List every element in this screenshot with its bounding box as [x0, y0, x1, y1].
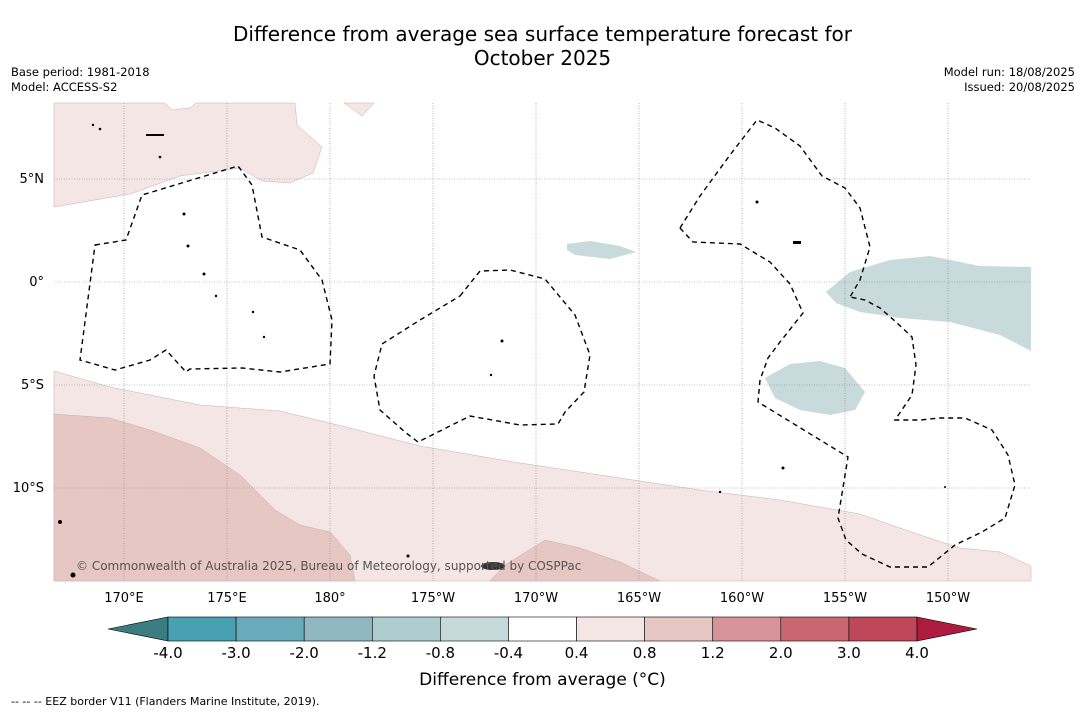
lat-label: 10°S: [13, 481, 44, 496]
colorbar-tick-label: 4.0: [905, 644, 929, 662]
island: [202, 272, 206, 276]
colorbar-tick-label: 1.2: [701, 644, 725, 662]
island: [91, 123, 95, 127]
island: [182, 212, 186, 216]
colorbar-swatch: [644, 616, 714, 642]
island: [58, 520, 62, 524]
colorbar-title: Difference from average (°C): [419, 670, 666, 690]
footer-note: -- -- -- EEZ border V11 (Flanders Marine…: [11, 695, 320, 708]
colorbar-swatch: [508, 616, 577, 642]
colorbar-swatch: [167, 616, 237, 642]
colorbar-swatch: [235, 616, 305, 642]
island: [755, 200, 759, 204]
warm-anomaly-south-mid-2: [489, 539, 661, 582]
island: [186, 244, 190, 248]
island: [98, 127, 102, 131]
warm-anomaly-north: [53, 102, 323, 208]
eez-borders: [79, 119, 1016, 568]
island: [489, 373, 493, 377]
lon-label: 165°W: [617, 591, 661, 606]
lon-label: 150°W: [926, 591, 970, 606]
title-line-2: October 2025: [473, 46, 612, 70]
colorbar-swatch: [780, 616, 850, 642]
colorbar-tick-label: -3.0: [221, 644, 250, 662]
chart-title: Difference from average sea surface temp…: [0, 22, 1085, 70]
meta-right: Model run: 18/08/2025 Issued: 20/08/2025: [944, 65, 1075, 95]
model-name: Model: ACCESS-S2: [11, 80, 118, 94]
colorbar: -4.0 -3.0 -2.0 -1.2 -0.8 -0.4 0.4 0.8 1.2 2.0 3.0 4…: [107, 616, 978, 662]
island: [944, 486, 946, 488]
colorbar-swatch: [371, 616, 441, 642]
meta-left: Base period: 1981-2018 Model: ACCESS-S2: [11, 65, 150, 95]
gridlines: [54, 103, 1031, 581]
lon-label: 155°W: [823, 591, 867, 606]
colorbar-tick-label: -0.8: [426, 644, 455, 662]
island: [793, 241, 801, 244]
eez-border-tuvalu-kiribati-west: [79, 165, 333, 373]
island: [500, 339, 504, 343]
colorbar-tick-label: 2.0: [769, 644, 793, 662]
colorbar-swatch: [440, 616, 509, 642]
warm-anomaly-small-north: [343, 102, 375, 117]
island: [262, 335, 266, 339]
island: [718, 490, 722, 494]
colorbar-swatch: [712, 616, 782, 642]
cool-anomaly-east: [826, 256, 1031, 351]
lon-label: 170°W: [514, 591, 558, 606]
colorbar-tick-label: 3.0: [837, 644, 861, 662]
lat-label: 5°N: [20, 172, 45, 187]
island: [481, 562, 505, 570]
lon-label: 175°W: [411, 591, 455, 606]
colorbar-tick-label: -2.0: [290, 644, 319, 662]
warm-anomaly-south-mid: [53, 413, 356, 582]
colorbar-tick-label: -0.4: [494, 644, 523, 662]
cool-anomaly-small: [567, 241, 636, 259]
island: [158, 155, 162, 159]
colorbar-tick-label: -1.2: [358, 644, 387, 662]
base-period: Base period: 1981-2018: [11, 65, 150, 79]
map-area: 5°N 0° 5°S 10°S 170°E 175°E 180° 175°W 170°W 165…: [13, 102, 1032, 606]
lon-label: 170°E: [104, 591, 144, 606]
colorbar-swatch: [303, 616, 373, 642]
colorbar-swatch: [576, 616, 645, 642]
island: [70, 572, 76, 578]
longitude-labels: 170°E 175°E 180° 175°W 170°W 165°W 160°W 155°W 1…: [104, 591, 970, 606]
island: [251, 310, 255, 314]
colorbar-tick-label: 0.8: [633, 644, 657, 662]
lon-label: 175°E: [207, 591, 247, 606]
latitude-labels: 5°N 0° 5°S 10°S: [13, 172, 44, 496]
colorbar-extend-low: [107, 616, 169, 642]
eez-border-phoenix: [373, 269, 591, 443]
lon-label: 160°W: [720, 591, 764, 606]
copyright-notice: © Commonwealth of Australia 2025, Bureau…: [76, 559, 581, 573]
lat-label: 0°: [29, 275, 44, 290]
colorbar-extend-high: [916, 616, 978, 642]
model-run: Model run: 18/08/2025: [943, 65, 1075, 79]
island: [146, 134, 164, 136]
islands: [58, 123, 946, 578]
island: [406, 554, 410, 558]
issued-date: Issued: 20/08/2025: [964, 80, 1075, 94]
lon-label: 180°: [314, 591, 345, 606]
colorbar-swatch: [848, 616, 918, 642]
colorbar-tick-label: 0.4: [565, 644, 589, 662]
colorbar-tick-label: -4.0: [153, 644, 182, 662]
eez-border-line-islands-north: [679, 119, 871, 298]
eez-border-line-islands-west: [679, 227, 1016, 568]
cool-anomaly-central: [765, 361, 865, 415]
lat-label: 5°S: [21, 378, 44, 393]
island: [781, 466, 785, 470]
title-line-1: Difference from average sea surface temp…: [232, 22, 852, 46]
island: [214, 294, 218, 298]
